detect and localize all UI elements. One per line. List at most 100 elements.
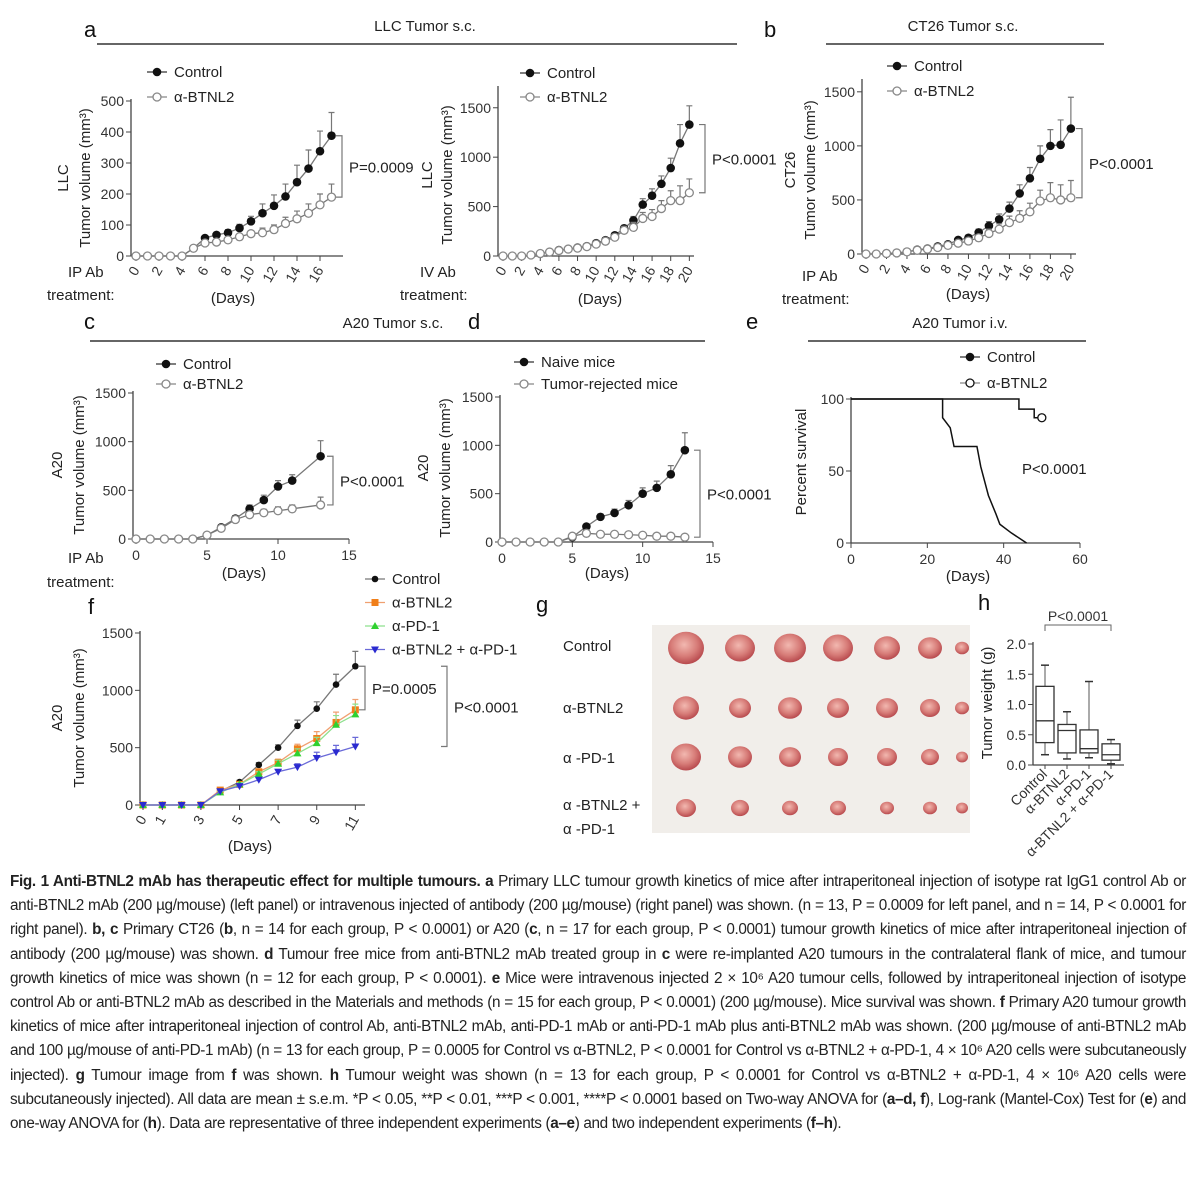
data-point (582, 522, 591, 531)
data-point (211, 237, 222, 247)
y-tick-label: 0.5 (1007, 727, 1027, 743)
data-point (223, 228, 233, 238)
x-axis-label: (Days) (946, 286, 990, 303)
panel-letter-c: c (84, 309, 95, 334)
data-point (259, 495, 269, 505)
row-label-btnl2: α-BTNL2 (563, 700, 623, 717)
x-tick-label: 2 (875, 261, 893, 276)
legend-marker (965, 378, 975, 388)
data-point (984, 228, 994, 239)
y-tick-label: 1000 (462, 437, 493, 453)
data-point (1056, 140, 1065, 150)
caption-segment: was shown. (236, 1066, 330, 1084)
data-point (254, 776, 263, 784)
data-point (684, 188, 694, 198)
caption-segment: ). (832, 1115, 842, 1133)
x-tick-label: 0 (132, 547, 140, 563)
x-tick-label: 15 (705, 550, 721, 566)
data-point (1055, 195, 1066, 205)
x-tick-label: 0 (847, 551, 855, 567)
tumor-specimen (779, 747, 801, 767)
data-point (539, 537, 549, 547)
data-point (316, 451, 325, 461)
data-point (327, 131, 336, 141)
p-value: P=0.0009 (349, 159, 414, 176)
panel-letter-f: f (88, 594, 95, 619)
y-tick-label: 2.0 (1007, 636, 1027, 652)
row-label-combo-2: α -PD-1 (563, 821, 615, 838)
x-tick-label: 4 (171, 263, 189, 278)
y-tick-label: 500 (103, 482, 127, 498)
x-tick-label: 10 (236, 263, 258, 285)
legend-marker (892, 86, 902, 96)
y-axis-label: CT26 (782, 152, 799, 189)
data-point (131, 251, 141, 261)
data-point (269, 201, 279, 211)
caption-segment: Tumour weight was shown (n = 13 for each… (10, 1066, 1186, 1108)
legend-label: α-BTNL2 (183, 376, 243, 393)
data-point (619, 225, 629, 235)
p-value: P<0.0001 (454, 699, 519, 716)
x-tick-label: 14 (618, 263, 640, 285)
y-axis-label: Percent survival (793, 409, 810, 516)
data-point (525, 537, 535, 547)
tumor-specimen (874, 636, 900, 660)
y-tick-label: 1000 (102, 682, 133, 698)
box (1057, 723, 1077, 754)
legend-marker (965, 352, 975, 362)
data-point (657, 179, 666, 189)
y-tick-label: 1500 (462, 389, 493, 405)
data-point (258, 208, 267, 218)
data-point (1025, 174, 1035, 183)
treatment-label: treatment: (47, 574, 115, 591)
tumor-specimen (823, 634, 853, 662)
data-point (230, 514, 241, 525)
series--btnl2: α-BTNL2 (861, 83, 1076, 259)
panel-letter-e: e (746, 309, 758, 334)
y-tick-label: 300 (101, 155, 125, 171)
legend-marker (519, 357, 529, 367)
figure-1: LLC Tumor s.c. CT26 Tumor s.c. A20 Tumor… (47, 17, 1154, 860)
y-axis-label: Tumor volume (mm³) (71, 648, 88, 787)
x-tick-label: 20 (920, 551, 936, 567)
data-point (666, 470, 676, 479)
panel-letter-b: b (764, 17, 776, 42)
data-point (685, 120, 694, 129)
data-point (1066, 124, 1076, 133)
data-point (638, 489, 647, 498)
x-tick-label: 0 (492, 263, 510, 278)
caption-bold-segment: Fig. 1 Anti-BTNL2 mAb has therapeutic ef… (10, 873, 494, 890)
y-tick-label: 50 (828, 463, 844, 479)
data-point (994, 224, 1004, 234)
legend-label: Control (987, 349, 1035, 366)
data-point (223, 235, 233, 245)
data-point (963, 236, 974, 246)
data-point (666, 531, 676, 541)
tumor-specimen (673, 696, 699, 720)
data-point (596, 512, 605, 522)
x-tick-label: 12 (974, 261, 996, 283)
data-point (315, 500, 326, 510)
tumor-specimen (668, 631, 704, 665)
legend-marker (371, 622, 379, 629)
legend-marker (371, 646, 379, 654)
x-tick-label: 6 (548, 263, 566, 278)
y-axis-label: Tumor volume (mm³) (71, 395, 88, 534)
caption-bold-segment: f (999, 994, 1005, 1012)
legend-marker (152, 92, 162, 102)
tumor-specimen (774, 633, 806, 663)
x-tick-label: 10 (953, 261, 975, 283)
treatment-route: IV Ab (420, 264, 456, 281)
data-point (235, 223, 244, 233)
data-point (287, 504, 297, 514)
caption-segment: Mice were intravenous injected 2 × 10⁶ A… (10, 969, 1186, 1012)
data-point (563, 244, 573, 254)
data-point (1015, 213, 1025, 223)
data-point (257, 228, 268, 238)
x-tick-label: 60 (1072, 551, 1088, 567)
x-axis-label: (Days) (222, 565, 266, 582)
series-line (143, 745, 356, 806)
data-point (165, 251, 176, 261)
